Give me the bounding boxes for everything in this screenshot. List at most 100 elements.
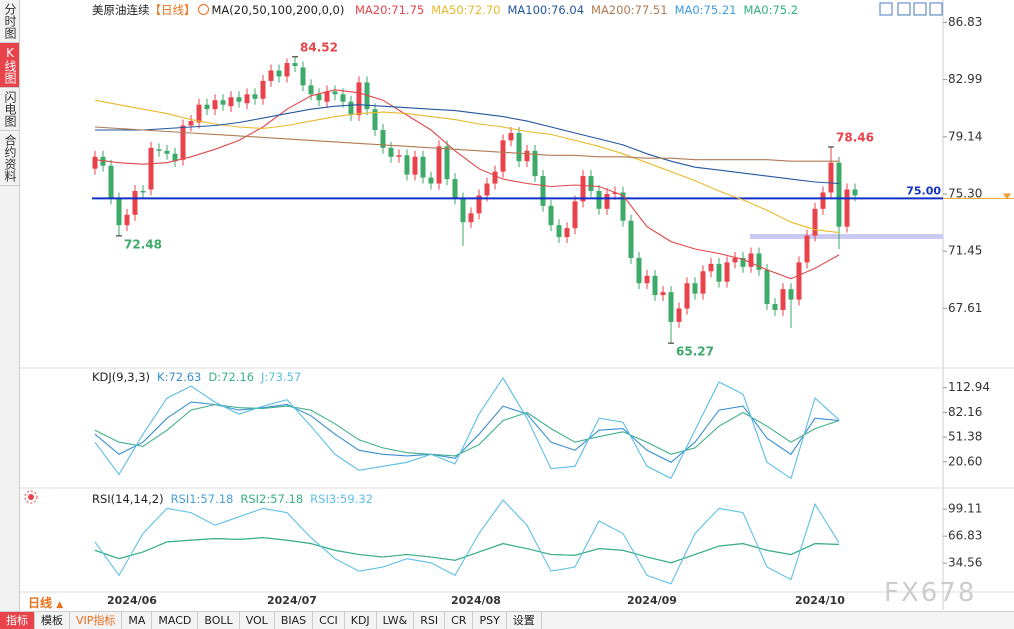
- toolbar-button[interactable]: 设置: [507, 612, 542, 629]
- candle-body: [148, 147, 154, 190]
- candle-body: [564, 228, 570, 238]
- toolbar-button[interactable]: CCI: [313, 612, 345, 629]
- candle-body: [356, 82, 362, 116]
- candle-body: [732, 257, 738, 263]
- zone-bar: [750, 234, 943, 239]
- candle-body: [452, 179, 458, 199]
- candle-body: [132, 190, 138, 215]
- y-tick-label: 79.14: [948, 129, 982, 143]
- y-tick-label: 67.61: [948, 301, 982, 315]
- candle-body: [716, 263, 722, 282]
- candle-body: [532, 150, 538, 177]
- instrument-name: 美原油连续: [92, 3, 150, 17]
- y-tick-label: 66.83: [948, 529, 982, 543]
- price-arrow: [1003, 193, 1011, 200]
- candle-body: [500, 140, 506, 172]
- toolbar-button[interactable]: MA: [122, 612, 153, 629]
- candle-body: [460, 198, 466, 223]
- toolbar-button[interactable]: 模板: [35, 612, 70, 629]
- candle-body: [316, 94, 322, 101]
- candle-body: [844, 189, 850, 227]
- candle-body: [756, 253, 762, 270]
- candle-body: [684, 283, 690, 309]
- indicator-line: [94, 89, 840, 280]
- watermark: FX678: [884, 578, 977, 608]
- indicator-line: [94, 99, 840, 234]
- legend-entry: RSI1:57.18: [170, 492, 234, 506]
- candle-body: [484, 183, 490, 196]
- candle-body: [820, 192, 826, 209]
- y-tick-label: 71.45: [948, 244, 982, 258]
- period-button[interactable]: 日线 ▲: [28, 596, 64, 610]
- candle-body: [748, 253, 754, 267]
- candle-body: [276, 70, 282, 77]
- candle-body: [596, 190, 602, 209]
- candle-body: [108, 165, 114, 199]
- extreme-label: 65.27: [676, 345, 714, 359]
- toolbar-button[interactable]: 指标: [0, 612, 35, 629]
- candle-body: [444, 146, 450, 180]
- candle-body: [308, 85, 314, 95]
- y-tick-label: 82.99: [948, 72, 982, 86]
- indicator-line: [94, 499, 840, 585]
- candle-body: [796, 262, 802, 300]
- candle-body: [628, 220, 634, 258]
- add-icon[interactable]: [197, 4, 209, 15]
- toolbar-button[interactable]: LW&: [377, 612, 415, 629]
- toolbar-button[interactable]: VIP指标: [70, 612, 123, 629]
- candle-body: [812, 208, 818, 236]
- toolbar-button[interactable]: BOLL: [198, 612, 240, 629]
- candle-body: [548, 205, 554, 226]
- candle-body: [516, 132, 522, 162]
- candle-body: [692, 283, 698, 294]
- sidebar-tab[interactable]: 合约资料: [0, 131, 19, 186]
- toolbar-button[interactable]: RSI: [414, 612, 446, 629]
- toolbar-button[interactable]: PSY: [473, 612, 507, 629]
- candle-body: [244, 94, 250, 104]
- toolbar-button[interactable]: VOL: [240, 612, 275, 629]
- toolbar-button[interactable]: KDJ: [345, 612, 377, 629]
- candle-body: [604, 193, 610, 209]
- candle-body: [92, 156, 98, 169]
- candle-body: [652, 275, 658, 296]
- sidebar-tab[interactable]: K线图: [0, 43, 19, 88]
- candle-body: [668, 292, 674, 322]
- toolbar-button[interactable]: CR: [445, 612, 474, 629]
- x-tick-label: 2024/09: [627, 594, 677, 607]
- candle-body: [636, 257, 642, 284]
- y-tick-label: 112.94: [948, 380, 990, 394]
- candle-body: [612, 192, 618, 194]
- candle-body: [124, 214, 130, 226]
- legend-entry: MA200:77.51: [591, 3, 668, 17]
- candle-body: [804, 235, 810, 263]
- candle-body: [164, 150, 170, 154]
- sidebar: 分时图 K线图 闪电图 合约资料: [0, 0, 20, 611]
- candle-body: [556, 225, 562, 238]
- legend-entry: MA0:75.2: [743, 3, 799, 17]
- candle-body: [476, 195, 482, 214]
- toolbar-icons[interactable]: [879, 2, 943, 16]
- x-tick-label: 2024/06: [107, 594, 157, 607]
- candle-body: [468, 213, 474, 223]
- y-tick-label: 20.60: [948, 454, 982, 468]
- y-tick-label: 99.11: [948, 502, 982, 516]
- candle-body: [436, 146, 442, 184]
- candle-body: [404, 155, 410, 175]
- period-label: 【日线】: [149, 3, 196, 17]
- candle-body: [236, 97, 242, 102]
- main-header: 美原油连续【日线】 MA(20,50,100,200,0,0) MA20:71.7…: [92, 2, 805, 18]
- toolbar-button[interactable]: BIAS: [275, 612, 314, 629]
- settings-icon[interactable]: [24, 490, 38, 504]
- toolbar-button[interactable]: MACD: [152, 612, 199, 629]
- legend-entry: MA20:71.75: [355, 3, 425, 17]
- candle-body: [428, 177, 434, 184]
- sidebar-tab[interactable]: 分时图: [0, 0, 19, 43]
- candle-body: [140, 190, 146, 193]
- candle-body: [300, 67, 306, 86]
- sidebar-tab[interactable]: 闪电图: [0, 88, 19, 131]
- candle-body: [620, 192, 626, 221]
